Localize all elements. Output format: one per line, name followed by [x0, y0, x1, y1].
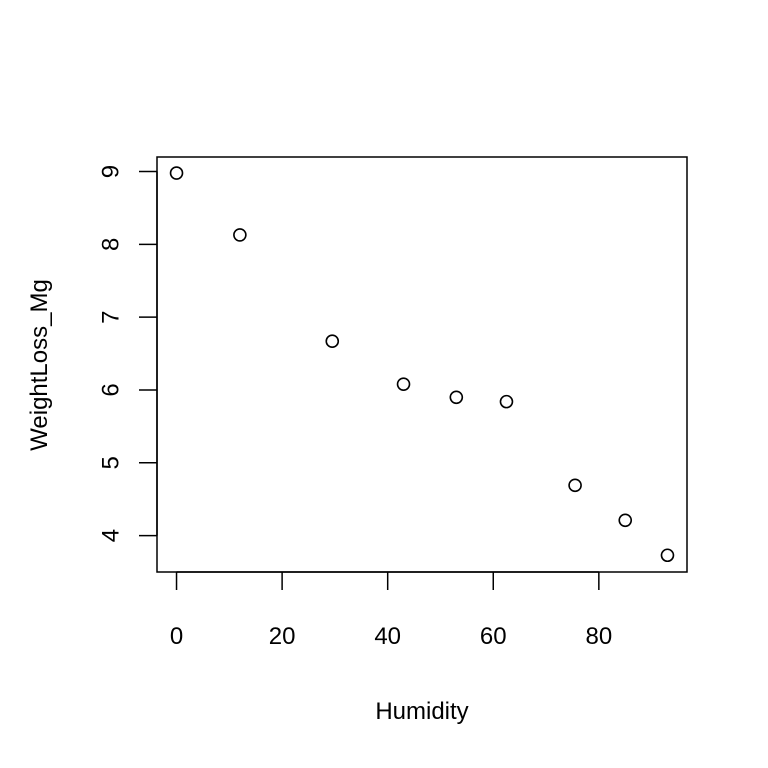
y-tick-label: 4: [98, 529, 125, 542]
y-tick-label: 6: [98, 383, 125, 396]
x-tick-label: 20: [269, 623, 296, 650]
y-tick-label: 5: [98, 456, 125, 469]
data-point: [396, 377, 411, 391]
data-point: [618, 513, 633, 528]
data-point: [499, 394, 514, 409]
x-axis: 0 20 40 60 80: [170, 571, 612, 650]
y-axis: 4 5 6 7 8 9: [98, 165, 158, 542]
data-point: [169, 166, 184, 180]
data-point: [660, 548, 675, 563]
x-tick-label: 40: [374, 623, 401, 650]
x-tick-label: 80: [585, 623, 612, 650]
y-tick-label: 9: [98, 165, 125, 178]
data-point: [568, 478, 582, 493]
data-point: [325, 334, 340, 349]
x-tick-label: 60: [480, 623, 507, 650]
x-tick-label: 0: [170, 623, 183, 650]
x-axis-title: Humidity: [375, 698, 468, 725]
data-point: [449, 390, 464, 405]
data-point: [233, 228, 247, 242]
y-tick-label: 8: [98, 238, 125, 251]
y-axis-title: WeightLoss_Mg: [26, 279, 53, 451]
y-tick-label: 7: [98, 310, 125, 323]
data-points: [169, 166, 675, 563]
